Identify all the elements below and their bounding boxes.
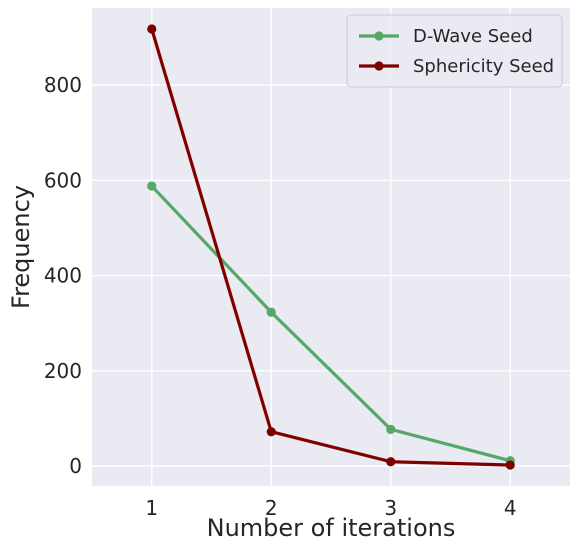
data-point-d-wave-seed xyxy=(386,424,396,434)
legend: D-Wave Seed Sphericity Seed xyxy=(346,14,563,88)
plot-area xyxy=(92,8,570,486)
data-point-sphericity-seed xyxy=(386,457,396,467)
legend-marker-d-wave-seed xyxy=(374,31,384,41)
tick-labels: 1 2 3 4 0 200 400 600 800 xyxy=(44,73,517,520)
series-lines xyxy=(147,24,515,470)
data-point-sphericity-seed xyxy=(266,427,276,437)
series-line-sphericity-seed xyxy=(150,27,512,467)
y-axis-title: Frequency xyxy=(7,185,35,309)
x-tick-label: 4 xyxy=(504,496,517,520)
x-tick-label: 3 xyxy=(384,496,397,520)
y-tick-label: 800 xyxy=(44,73,82,97)
data-point-sphericity-seed xyxy=(147,24,157,34)
legend-label-d-wave-seed: D-Wave Seed xyxy=(413,26,533,47)
x-axis-title: Number of iterations xyxy=(207,514,456,542)
data-point-d-wave-seed xyxy=(147,181,157,191)
y-tick-label: 400 xyxy=(44,264,82,288)
legend-label-sphericity-seed: Sphericity Seed xyxy=(413,56,554,77)
legend-marker-sphericity-seed xyxy=(374,61,384,71)
data-point-sphericity-seed xyxy=(505,460,515,470)
x-tick-label: 2 xyxy=(265,496,278,520)
data-point-d-wave-seed xyxy=(266,307,276,317)
series-line-d-wave-seed xyxy=(150,184,512,463)
legend-box xyxy=(346,14,563,88)
y-tick-label: 0 xyxy=(69,454,82,478)
x-tick-label: 1 xyxy=(145,496,158,520)
y-tick-label: 600 xyxy=(44,168,82,192)
y-tick-label: 200 xyxy=(44,359,82,383)
